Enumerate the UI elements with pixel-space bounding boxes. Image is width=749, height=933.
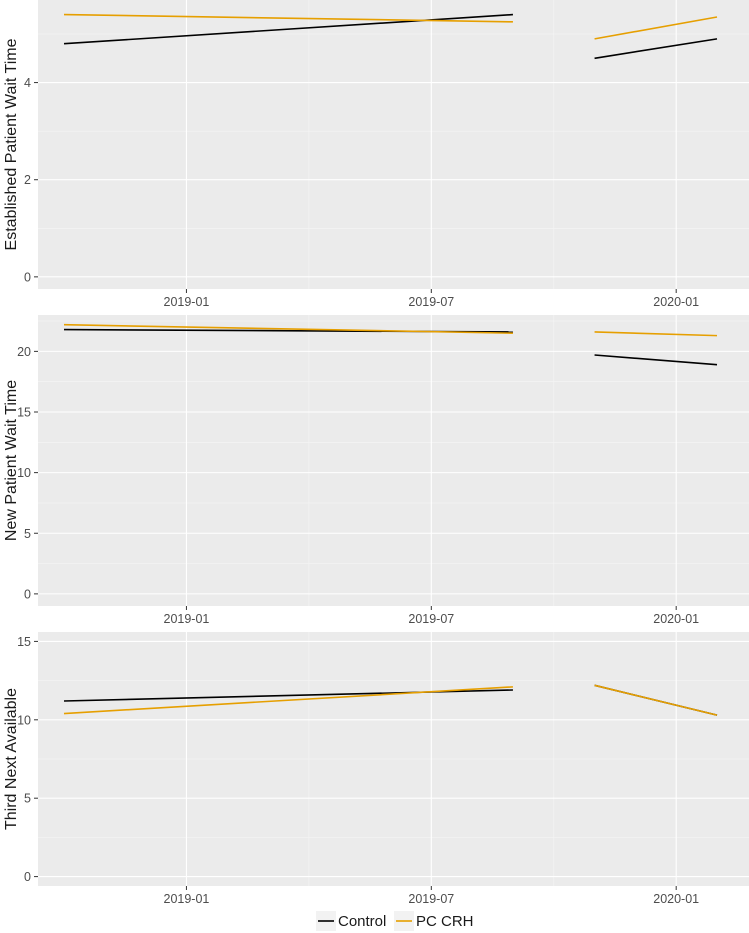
y-tick-label: 5 — [24, 792, 31, 806]
x-tick-label: 2019-01 — [164, 295, 210, 309]
y-tick-label: 10 — [17, 466, 31, 480]
series-line-control — [594, 354, 718, 366]
series-line-pc-crh — [63, 323, 513, 334]
y-tick-label: 4 — [24, 76, 31, 90]
x-tick-label: 2020-01 — [653, 295, 699, 309]
legend: Control PC CRH — [316, 911, 474, 931]
series-line-control — [63, 13, 513, 45]
series-line-pc-crh — [594, 331, 718, 337]
y-axis-title: Established Patient Wait Time — [3, 38, 20, 250]
x-tick-label: 2019-07 — [408, 612, 454, 626]
x-tick-label: 2019-01 — [164, 892, 210, 906]
x-tick-label: 2019-07 — [408, 892, 454, 906]
y-tick-label: 15 — [17, 406, 31, 420]
x-tick-label: 2019-07 — [408, 295, 454, 309]
y-tick-label: 0 — [24, 870, 31, 884]
series-line-pc-crh — [594, 684, 718, 716]
y-tick-label: 0 — [24, 587, 31, 601]
x-tick-label: 2020-01 — [653, 892, 699, 906]
legend-label: PC CRH — [416, 913, 474, 930]
series-line-pc-crh — [63, 13, 513, 23]
x-tick-label: 2020-01 — [653, 612, 699, 626]
plot-background — [38, 0, 749, 289]
x-tick-label: 2019-01 — [164, 612, 210, 626]
y-tick-label: 0 — [24, 270, 31, 284]
series-line-pc-crh — [594, 16, 718, 40]
legend-label: Control — [338, 913, 386, 930]
panel-3: 0 5 10 15 2019-01 2019-07 2020-01 Third Next Av… — [3, 632, 749, 906]
y-tick-label: 2 — [24, 173, 31, 187]
y-tick-label: 20 — [17, 345, 31, 359]
y-tick-label: 10 — [17, 713, 31, 727]
y-axis-title: New Patient Wait Time — [3, 380, 20, 541]
series-line-control — [594, 38, 718, 60]
plot-background — [38, 315, 749, 606]
panel-2: 0 5 10 15 20 2019-01 2019-07 2020-01 New Patient… — [3, 315, 749, 626]
y-tick-label: 5 — [24, 527, 31, 541]
y-tick-label: 15 — [17, 635, 31, 649]
panel-1: 0 2 4 2019-01 2019-07 2020-01 Established Pati… — [3, 0, 749, 309]
series-line-pc-crh — [63, 686, 513, 715]
y-axis-title: Third Next Available — [3, 688, 20, 830]
